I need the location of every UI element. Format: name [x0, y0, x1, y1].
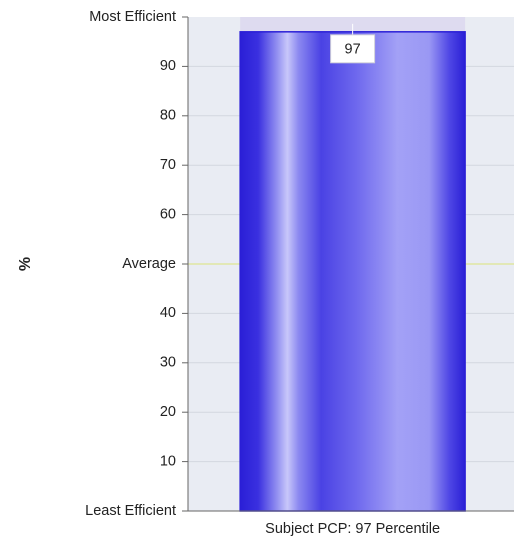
data-labels: 97: [330, 23, 376, 64]
y-tick-label: 70: [160, 157, 176, 173]
x-axis-categories: Subject PCP: 97 Percentile: [265, 521, 440, 537]
bars: [239, 17, 466, 512]
y-tick-label: 10: [160, 453, 176, 469]
y-tick-label: Average: [122, 256, 176, 272]
y-tick-label: 40: [160, 305, 176, 321]
y-tick-label: 90: [160, 58, 176, 74]
y-tick-label: 30: [160, 355, 176, 371]
bar: [239, 31, 466, 512]
y-tick-label: 80: [160, 108, 176, 124]
x-category-label: Subject PCP: 97 Percentile: [265, 521, 440, 537]
y-axis-ticks: Most Efficient 90 80 70 60 Average 40 30 20 10 Lea…: [85, 9, 188, 519]
y-tick-label: 60: [160, 206, 176, 222]
data-label: 97: [345, 42, 361, 58]
data-label-box: [330, 34, 376, 64]
y-tick-label: Most Efficient: [89, 9, 176, 25]
y-tick-label: 20: [160, 404, 176, 420]
y-tick-label: Least Efficient: [85, 503, 176, 519]
y-axis-label: %: [17, 257, 34, 271]
